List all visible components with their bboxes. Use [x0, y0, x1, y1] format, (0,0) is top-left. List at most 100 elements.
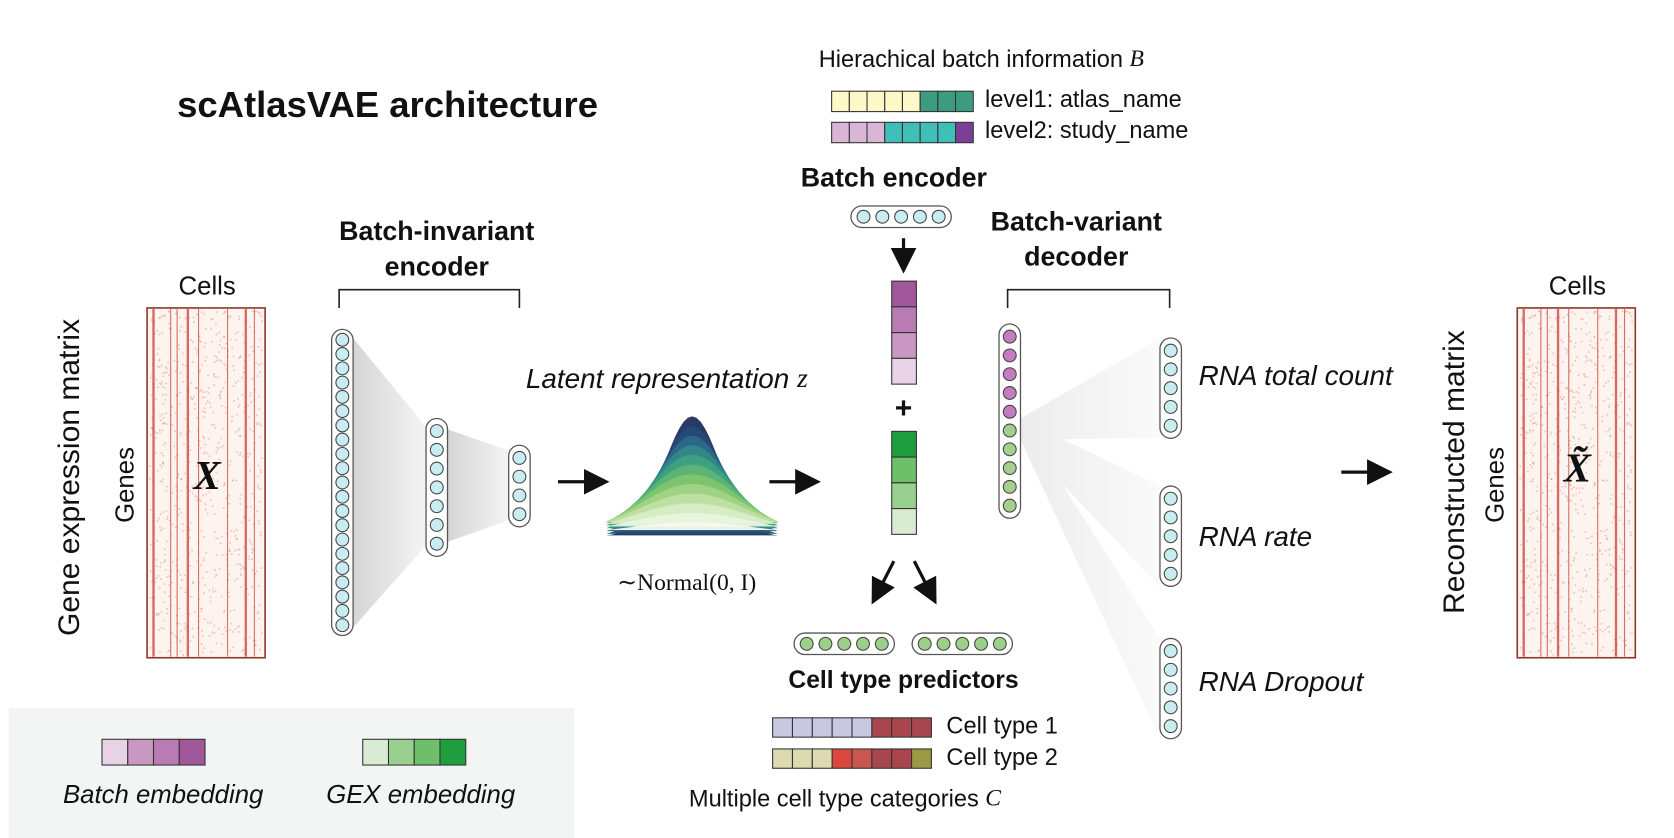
- matrix-cell: [1578, 491, 1581, 494]
- matrix-cell: [162, 371, 165, 374]
- matrix-cell: [1576, 452, 1579, 455]
- matrix-cell: [160, 383, 162, 385]
- matrix-cell: [1560, 382, 1563, 384]
- matrix-cell: [171, 424, 173, 426]
- matrix-cell: [182, 380, 185, 383]
- matrix-cell: [1594, 381, 1597, 384]
- matrix-cell: [1542, 632, 1544, 635]
- matrix-cell: [150, 543, 152, 546]
- matrix-cell: [1583, 424, 1586, 426]
- matrix-cell: [159, 464, 162, 466]
- matrix-cell: [1628, 363, 1631, 366]
- matrix-cell: [1549, 391, 1551, 394]
- matrix-cell: [192, 582, 195, 585]
- node: [931, 209, 946, 224]
- matrix-cell: [220, 405, 223, 407]
- matrix-cell: [229, 315, 232, 318]
- embedding-cell: [919, 121, 939, 144]
- matrix-cell: [1621, 551, 1624, 554]
- matrix-cell: [1599, 542, 1602, 544]
- matrix-cell: [1582, 477, 1585, 480]
- matrix-cell: [1575, 328, 1577, 330]
- matrix-cell: [1547, 473, 1550, 476]
- matrix-cell: [179, 587, 182, 590]
- matrix-cell: [1528, 629, 1530, 631]
- matrix-cell: [1606, 577, 1609, 580]
- matrix-cell: [1605, 479, 1608, 482]
- matrix-cell: [1582, 411, 1585, 414]
- matrix-cell: [1549, 639, 1552, 642]
- node: [429, 461, 444, 476]
- matrix-cell: [155, 558, 158, 561]
- node: [1002, 479, 1017, 494]
- matrix-cell: [1578, 455, 1581, 457]
- matrix-cell: [260, 534, 262, 537]
- matrix-cell: [258, 363, 260, 366]
- matrix-cell: [160, 315, 163, 318]
- matrix-cell: [1541, 581, 1543, 584]
- matrix-cell: [164, 387, 167, 389]
- matrix-cell: [154, 581, 156, 583]
- matrix-cell: [1593, 363, 1596, 365]
- matrix-cell: [1536, 608, 1539, 610]
- matrix-cell: [218, 331, 221, 334]
- matrix-cell: [1574, 503, 1577, 505]
- matrix-cell: [204, 443, 207, 446]
- matrix-cell: [1591, 535, 1593, 538]
- matrix-cell: [223, 481, 226, 484]
- matrix-cell: [184, 472, 186, 475]
- matrix-cell: [1595, 406, 1597, 409]
- matrix-cell: [259, 436, 262, 439]
- matrix-cell: [196, 560, 198, 563]
- matrix-cell: [1607, 548, 1609, 551]
- matrix-cell: [1605, 338, 1608, 341]
- matrix-cell: [184, 574, 186, 577]
- matrix-cell: [1572, 391, 1575, 393]
- matrix-cell: [220, 446, 223, 449]
- embedding-cell: [127, 738, 155, 766]
- matrix-cell: [1595, 364, 1597, 367]
- matrix-cell: [257, 519, 260, 522]
- matrix-cell: [1569, 499, 1571, 501]
- matrix-cell: [1526, 330, 1529, 332]
- matrix-cell: [228, 502, 230, 505]
- arrow: [912, 560, 937, 605]
- matrix-cell: [260, 315, 263, 318]
- matrix-cell: [254, 310, 257, 313]
- matrix-cell: [166, 485, 169, 488]
- matrix-cell: [1595, 630, 1598, 632]
- matrix-cell: [1535, 393, 1538, 396]
- matrix-cell: [1575, 356, 1578, 358]
- node: [335, 546, 350, 561]
- matrix-cell: [200, 389, 203, 391]
- title: scAtlasVAE architecture: [177, 84, 598, 125]
- matrix-cell: [1554, 472, 1556, 475]
- matrix-cell: [1595, 411, 1597, 414]
- matrix-cell: [1554, 627, 1557, 630]
- matrix-cell: [1603, 579, 1606, 582]
- matrix-cell: [249, 392, 252, 394]
- matrix-cell: [1552, 654, 1555, 656]
- matrix-cell: [156, 540, 159, 542]
- matrix-cell: [162, 402, 165, 405]
- matrix-cell: [239, 573, 242, 575]
- matrix-cell: [180, 478, 182, 480]
- matrix-cell: [156, 470, 159, 473]
- matrix-cell: [1538, 649, 1541, 652]
- matrix-cell: [1558, 316, 1561, 318]
- matrix-cell: [248, 354, 251, 357]
- matrix-cell: [1621, 543, 1624, 546]
- batch-info-label: Hierachical batch information B: [819, 47, 1144, 74]
- matrix-cell: [1554, 418, 1557, 421]
- matrix-cell: [240, 568, 243, 571]
- matrix-cell: [184, 591, 187, 594]
- matrix-cell: [1585, 333, 1588, 336]
- embedding-cell: [891, 482, 917, 510]
- matrix-cell: [215, 537, 217, 540]
- matrix-cell: [155, 577, 158, 580]
- matrix-cell: [1578, 634, 1581, 637]
- node: [1163, 343, 1178, 358]
- matrix-cell: [150, 427, 153, 429]
- embedding-cell: [811, 748, 833, 769]
- matrix-cell: [1560, 396, 1562, 399]
